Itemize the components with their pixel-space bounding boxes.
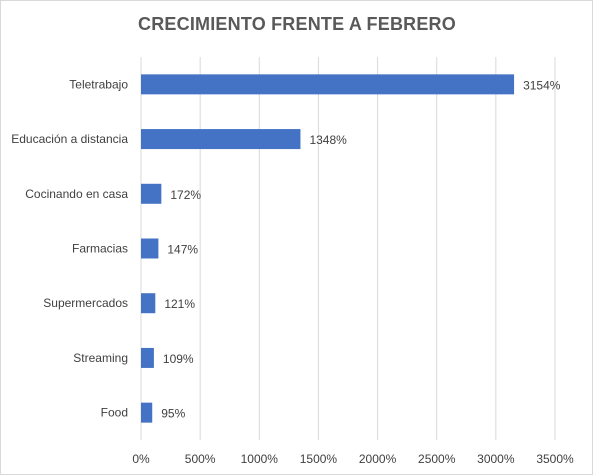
x-tick-label: 3000% [477,452,515,466]
data-label: 109% [163,352,194,366]
category-label: Educación a distancia [11,132,128,146]
bar [141,293,156,314]
bar [141,74,515,95]
bar [141,402,153,423]
category-label: Supermercados [43,296,128,310]
bar [141,129,301,150]
data-label: 95% [161,407,185,421]
category-label: Teletrabajo [69,77,128,91]
x-tick-label: 3500% [536,452,574,466]
data-label: 172% [170,188,201,202]
x-tick-label: 2000% [359,452,397,466]
data-label: 121% [164,297,195,311]
data-label: 1348% [309,133,347,147]
category-label: Food [101,406,128,420]
bar [141,238,159,259]
gridlines [140,57,556,440]
x-tick-label: 0% [132,452,150,466]
chart-title: CRECIMIENTO FRENTE A FEBRERO [138,14,456,34]
data-label: 147% [167,243,198,257]
x-tick-label: 1000% [241,452,279,466]
bars [141,74,515,423]
x-tick-label: 1500% [300,452,338,466]
category-label: Farmacias [72,242,128,256]
category-label: Streaming [73,351,128,365]
x-tick-label: 500% [185,452,216,466]
labels: 0% 500% 1000% 1500% 2000% 2500% 3000% 3500% Tele… [11,77,574,466]
category-label: Cocinando en casa [25,187,128,201]
bar [141,183,162,204]
x-tick-label: 2500% [418,452,456,466]
data-label: 3154% [523,78,561,92]
bar [141,347,154,368]
